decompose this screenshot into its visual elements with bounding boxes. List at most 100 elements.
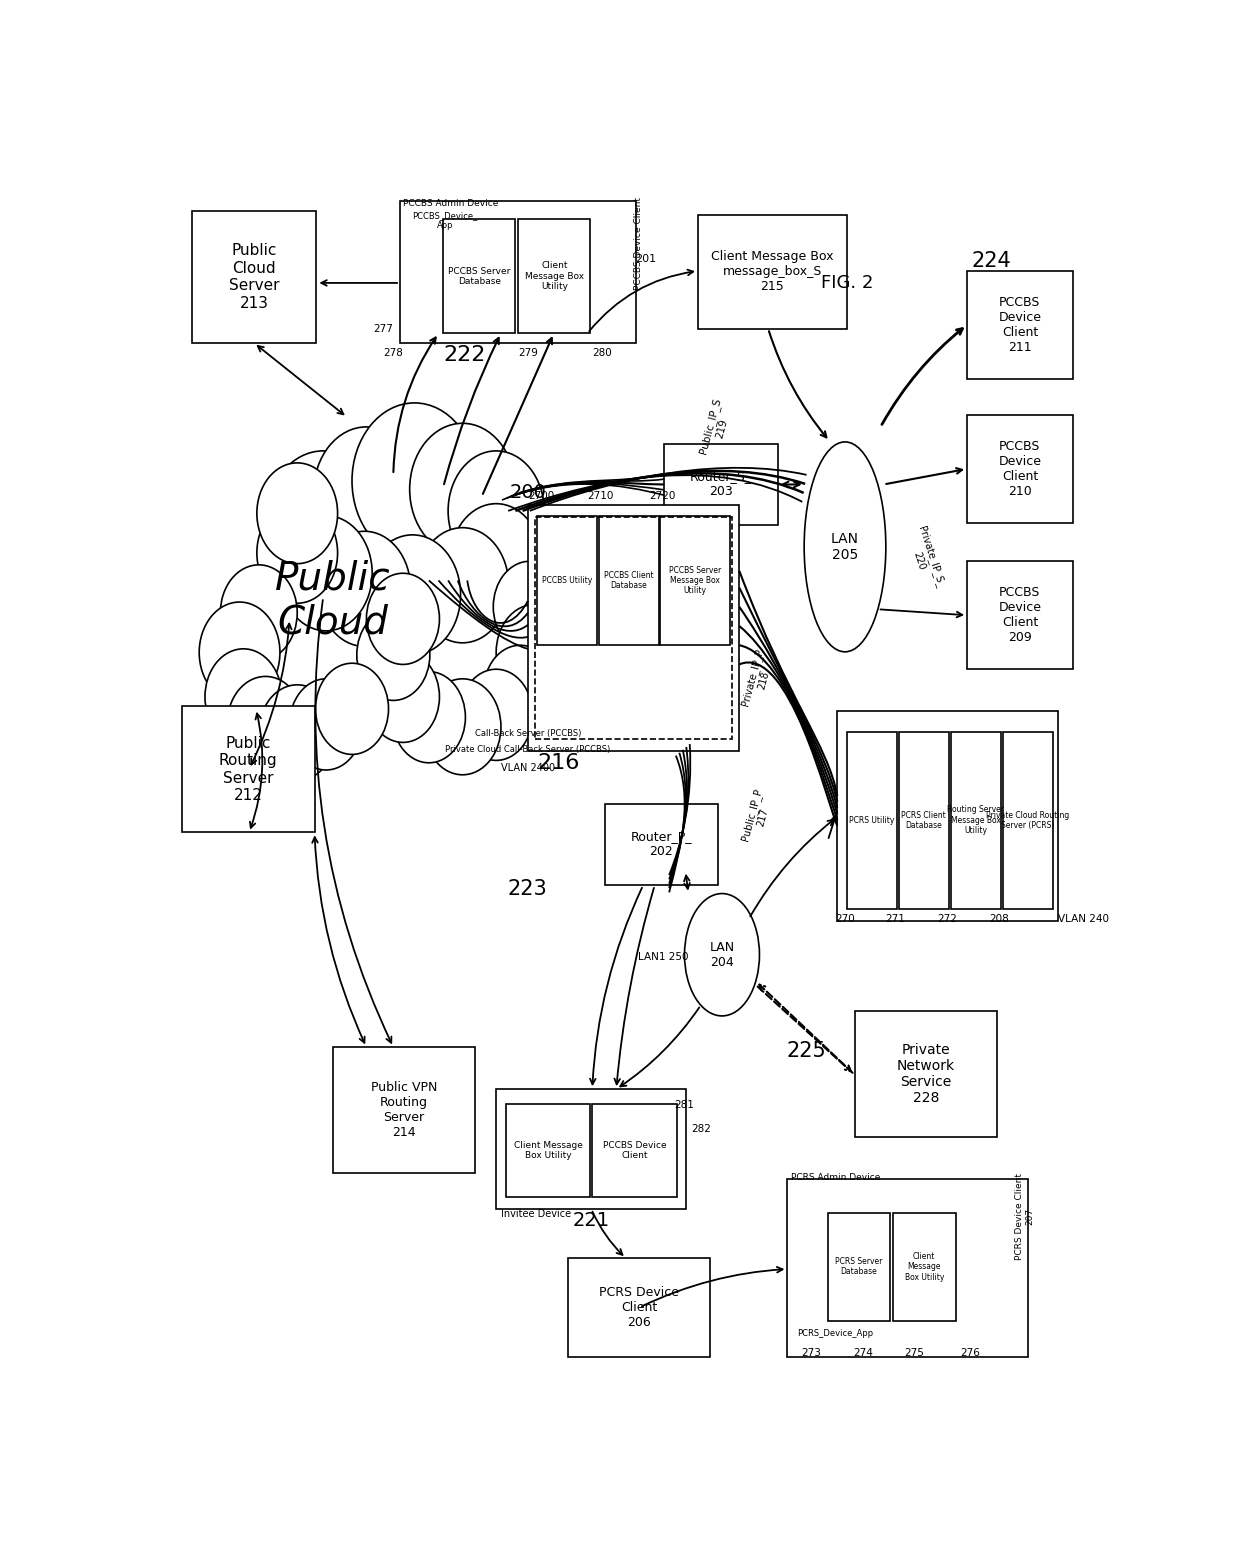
Bar	[967, 414, 1073, 523]
Bar	[568, 1259, 711, 1357]
Text: Public
Routing
Server
212: Public Routing Server 212	[219, 735, 278, 802]
Text: 281: 281	[675, 1100, 694, 1109]
Text: 270: 270	[835, 913, 854, 924]
Text: Router_P_
202: Router_P_ 202	[631, 830, 692, 858]
Circle shape	[259, 686, 336, 781]
Circle shape	[257, 503, 337, 603]
Bar	[496, 1089, 687, 1209]
Text: Public_IP_S
219: Public_IP_S 219	[698, 396, 734, 458]
Text: 278: 278	[383, 347, 403, 357]
Circle shape	[200, 601, 280, 703]
Text: 201: 201	[635, 254, 657, 263]
Text: PCRS Admin Device: PCRS Admin Device	[791, 1173, 880, 1183]
Circle shape	[205, 648, 281, 745]
Circle shape	[289, 679, 362, 770]
Text: 2710: 2710	[588, 491, 614, 502]
Text: LAN
205: LAN 205	[831, 531, 859, 562]
Circle shape	[365, 534, 460, 654]
Bar	[528, 505, 739, 751]
Circle shape	[460, 670, 533, 760]
Circle shape	[450, 503, 542, 619]
Text: 280: 280	[593, 347, 613, 357]
Circle shape	[319, 531, 410, 647]
Text: PCRS Device Client
207: PCRS Device Client 207	[1016, 1173, 1034, 1260]
Bar	[599, 516, 658, 645]
Circle shape	[392, 671, 465, 763]
Text: PCCBS Utility: PCCBS Utility	[542, 576, 593, 584]
Text: 274: 274	[853, 1348, 873, 1359]
Circle shape	[357, 609, 430, 701]
Bar	[847, 732, 897, 910]
Text: 208: 208	[988, 913, 1008, 924]
Bar	[605, 804, 718, 885]
Text: PCCBS
Device
Client
211: PCCBS Device Client 211	[998, 296, 1042, 354]
Circle shape	[367, 651, 439, 743]
Ellipse shape	[805, 442, 885, 651]
Text: 224: 224	[971, 251, 1011, 271]
Text: FIG. 2: FIG. 2	[821, 274, 873, 291]
Text: Client
Message
Box Utility: Client Message Box Utility	[905, 1251, 944, 1282]
Circle shape	[496, 605, 573, 701]
Circle shape	[257, 463, 337, 564]
Text: PCCBS Admin Device: PCCBS Admin Device	[403, 199, 498, 207]
Bar	[661, 516, 729, 645]
Bar	[899, 732, 949, 910]
Circle shape	[409, 424, 516, 555]
Circle shape	[352, 404, 477, 559]
Bar	[893, 1212, 956, 1321]
Text: PCCBS_Device_
App: PCCBS_Device_ App	[413, 210, 477, 231]
Text: LAN1 250: LAN1 250	[637, 952, 688, 963]
Text: Public_IP_P
217: Public_IP_P 217	[739, 787, 775, 844]
Circle shape	[367, 573, 439, 664]
Text: Client Message Box
message_box_S
215: Client Message Box message_box_S 215	[712, 249, 833, 293]
Text: Private Cloud Call-Back Server (PCCBS): Private Cloud Call-Back Server (PCCBS)	[445, 745, 610, 754]
Bar	[951, 732, 1001, 910]
Text: LAN
204: LAN 204	[709, 941, 734, 969]
Text: PCRS Utility: PCRS Utility	[849, 816, 894, 824]
Text: 2700: 2700	[528, 491, 554, 502]
Text: Invitee Device: Invitee Device	[501, 1209, 572, 1218]
Text: PCCBS Device
Client: PCCBS Device Client	[603, 1140, 666, 1161]
Ellipse shape	[684, 894, 759, 1016]
Bar	[967, 271, 1073, 379]
Circle shape	[494, 561, 567, 653]
Bar	[854, 1011, 997, 1137]
Text: PCRS_Device_App: PCRS_Device_App	[797, 1329, 873, 1338]
Bar	[444, 220, 516, 333]
Text: 222: 222	[443, 346, 486, 365]
Bar	[506, 1103, 590, 1197]
Bar	[593, 1103, 677, 1197]
Bar	[332, 1047, 475, 1173]
Bar	[787, 1179, 1028, 1357]
Text: PCCBS
Device
Client
209: PCCBS Device Client 209	[998, 586, 1042, 645]
Bar	[837, 710, 1058, 921]
Text: Call-Back Server (PCCBS): Call-Back Server (PCCBS)	[475, 729, 582, 738]
Bar	[182, 706, 315, 832]
Text: Routing Server
Message Box
Utility: Routing Server Message Box Utility	[947, 805, 1004, 835]
Text: Private_IP_S_
220: Private_IP_S_ 220	[905, 525, 946, 592]
Text: PCCBS
Device
Client
210: PCCBS Device Client 210	[998, 439, 1042, 499]
Text: 223: 223	[508, 879, 548, 899]
Text: Router_S_
203: Router_S_ 203	[689, 471, 751, 499]
Bar	[828, 1212, 890, 1321]
Text: PCCBS Device Client: PCCBS Device Client	[634, 196, 642, 290]
Text: Private Cloud Routing
Server (PCRS): Private Cloud Routing Server (PCRS)	[986, 810, 1069, 830]
Bar	[534, 517, 732, 738]
Text: 200: 200	[510, 483, 547, 502]
Text: PCRS Client
Database: PCRS Client Database	[901, 810, 946, 830]
Text: PCRS Device
Client
206: PCRS Device Client 206	[599, 1285, 680, 1329]
Text: 225: 225	[786, 1041, 826, 1061]
Text: 221: 221	[573, 1212, 610, 1231]
Text: PCCBS Server
Message Box
Utility: PCCBS Server Message Box Utility	[668, 566, 722, 595]
Text: 279: 279	[518, 347, 538, 357]
Text: Public
Cloud
Server
213: Public Cloud Server 213	[228, 243, 279, 310]
Bar	[1003, 732, 1053, 910]
Text: 271: 271	[885, 913, 905, 924]
Text: Client
Message Box
Utility: Client Message Box Utility	[525, 262, 584, 291]
Text: PCCBS Client
Database: PCCBS Client Database	[604, 570, 653, 590]
Bar	[665, 444, 777, 525]
Circle shape	[221, 566, 298, 661]
Text: 276: 276	[960, 1348, 980, 1359]
Text: Public VPN
Routing
Server
214: Public VPN Routing Server 214	[371, 1081, 436, 1139]
Text: 273: 273	[801, 1348, 821, 1359]
